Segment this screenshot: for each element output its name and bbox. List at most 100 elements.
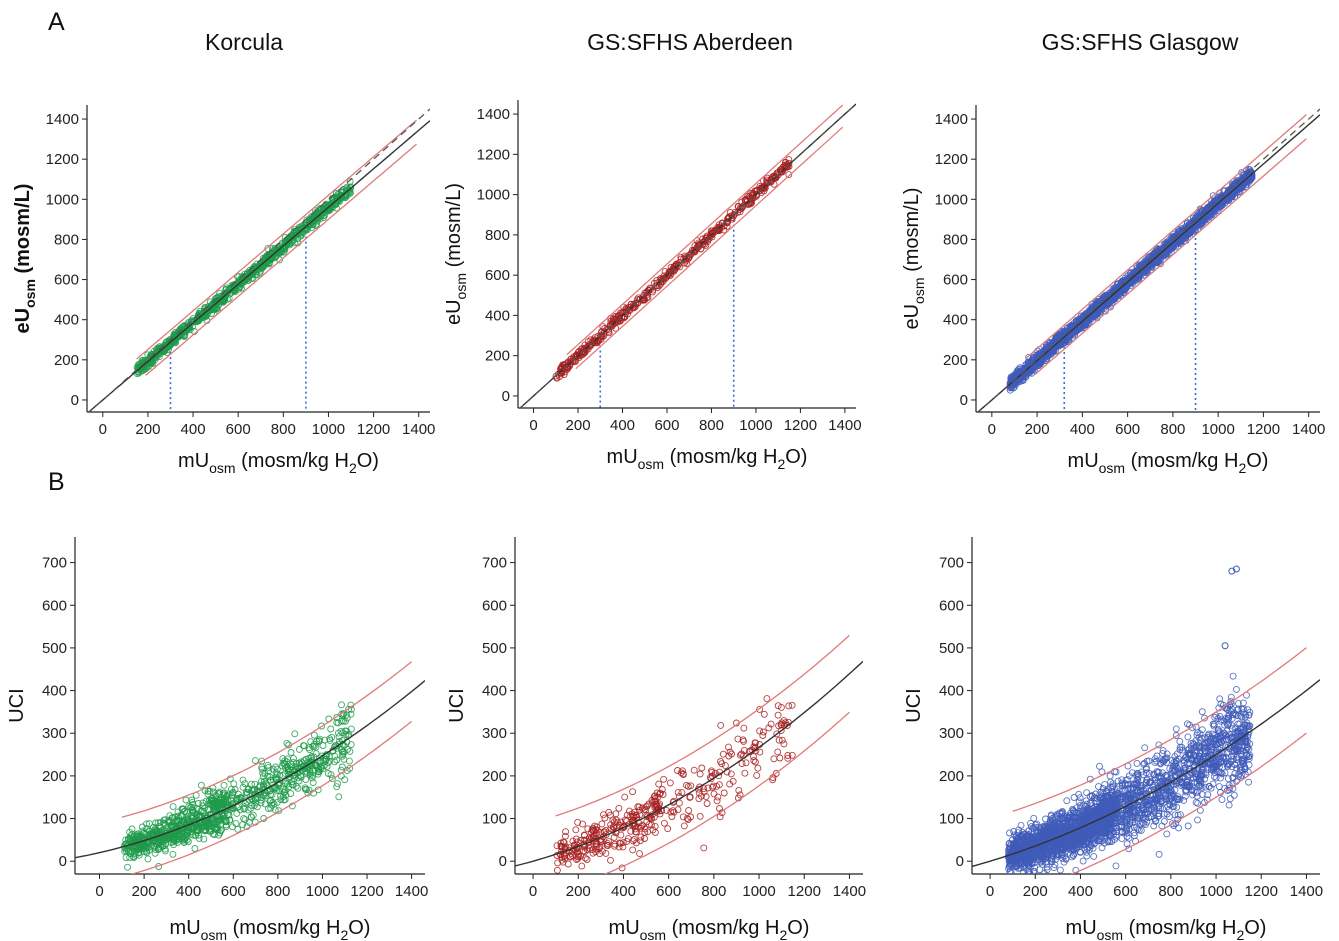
x-axis-label-part: O) (785, 446, 807, 468)
data-point (287, 790, 295, 797)
data-point (1033, 361, 1041, 368)
data-point (241, 780, 249, 788)
data-points (552, 156, 793, 382)
data-point (335, 793, 343, 801)
data-point (178, 812, 186, 820)
x-tick-label: 600 (654, 417, 679, 434)
data-point (333, 756, 341, 764)
data-point (770, 180, 778, 188)
data-point (347, 741, 355, 749)
data-point (270, 800, 278, 808)
x-tick-label: 1400 (402, 421, 435, 438)
plot-area (519, 103, 856, 408)
y-tick-label: 1400 (46, 111, 79, 128)
data-point (1238, 169, 1246, 177)
y-tick-label: 200 (943, 352, 968, 369)
data-points (1006, 166, 1256, 394)
data-point (701, 236, 709, 244)
data-point (338, 701, 345, 709)
data-point (584, 338, 592, 346)
data-point (244, 271, 252, 279)
data-point (170, 841, 177, 849)
data-point (280, 788, 288, 796)
data-point (264, 245, 272, 253)
data-point (643, 288, 651, 296)
x-tick-label: 600 (1115, 421, 1140, 438)
y-axis-label-unit: (mosm/L) (443, 183, 465, 273)
data-point (326, 203, 334, 211)
data-point (1091, 313, 1099, 320)
data-point (299, 742, 307, 750)
data-point (264, 805, 272, 813)
data-point (1229, 191, 1237, 199)
data-point (204, 787, 212, 795)
data-point (1164, 248, 1171, 256)
y-tick-label: 600 (54, 272, 79, 289)
y-tick-label: 800 (54, 231, 79, 248)
data-point (252, 790, 260, 798)
data-point (1216, 199, 1224, 207)
y-tick-label: 0 (960, 392, 968, 409)
y-tick-label: 0 (71, 392, 79, 409)
x-tick-label: 400 (176, 883, 201, 900)
data-point (1096, 308, 1104, 316)
data-point (1117, 288, 1125, 296)
lower-prediction-band (145, 143, 417, 376)
data-point (145, 820, 153, 828)
y-tick-label: 400 (54, 312, 79, 329)
x-tick-label: 200 (1025, 421, 1050, 438)
data-point (259, 769, 267, 777)
x-axis-label-part: 2 (777, 456, 785, 472)
data-point (1209, 192, 1217, 200)
data-point (337, 717, 345, 725)
data-point (663, 273, 671, 281)
data-point (316, 735, 324, 743)
data-point (143, 820, 150, 828)
x-tick-label: 1200 (350, 883, 383, 900)
data-point (160, 835, 168, 843)
plot-b-3: 0 200 400 600 800 1000 1200 1400010020030040050… (6, 537, 428, 941)
data-point (343, 727, 351, 735)
y-tick-label: 400 (42, 683, 67, 700)
fit-line (976, 114, 1320, 412)
data-point (759, 184, 766, 192)
data-point (1168, 233, 1176, 241)
data-point (258, 757, 266, 765)
data-point (191, 818, 199, 826)
data-point (341, 717, 349, 725)
data-point (217, 820, 225, 828)
data-point (122, 854, 130, 862)
column-title-glasgow: GS:SFHS Glasgow (1042, 29, 1239, 55)
data-point (169, 850, 177, 858)
y-axis-label-sub: osm (453, 273, 469, 299)
data-point (202, 312, 210, 320)
plot-a-1: 0 200 400 600 800 1000 1200 1400020040060080010… (443, 100, 862, 472)
data-point (1011, 375, 1019, 383)
y-axis-label-sub: osm (22, 279, 38, 308)
data-point (170, 331, 178, 339)
data-point (1079, 316, 1087, 324)
data-point (268, 245, 276, 253)
x-tick-label: 0 (988, 421, 996, 438)
y-axis-label-unit: (mosm/L) (12, 184, 34, 280)
data-point (338, 710, 346, 718)
x-axis-label-part: O) (1246, 450, 1268, 472)
data-points (120, 701, 355, 871)
data-point (292, 782, 300, 790)
data-point (199, 799, 207, 807)
y-tick-label: 600 (485, 267, 510, 284)
data-point (341, 776, 349, 784)
data-point (730, 212, 738, 220)
plot-area (976, 108, 1320, 412)
upper-prediction-band (136, 119, 417, 360)
data-point (164, 818, 172, 826)
data-point (333, 714, 341, 721)
data-point (560, 371, 568, 379)
x-axis-label-part: (mosm/kg H (664, 446, 777, 468)
data-point (676, 259, 683, 266)
data-point (226, 816, 233, 824)
data-point (277, 246, 285, 254)
data-point (1172, 237, 1180, 244)
data-point (215, 797, 223, 804)
y-axis-label-unit: (mosm/L) (901, 187, 923, 277)
